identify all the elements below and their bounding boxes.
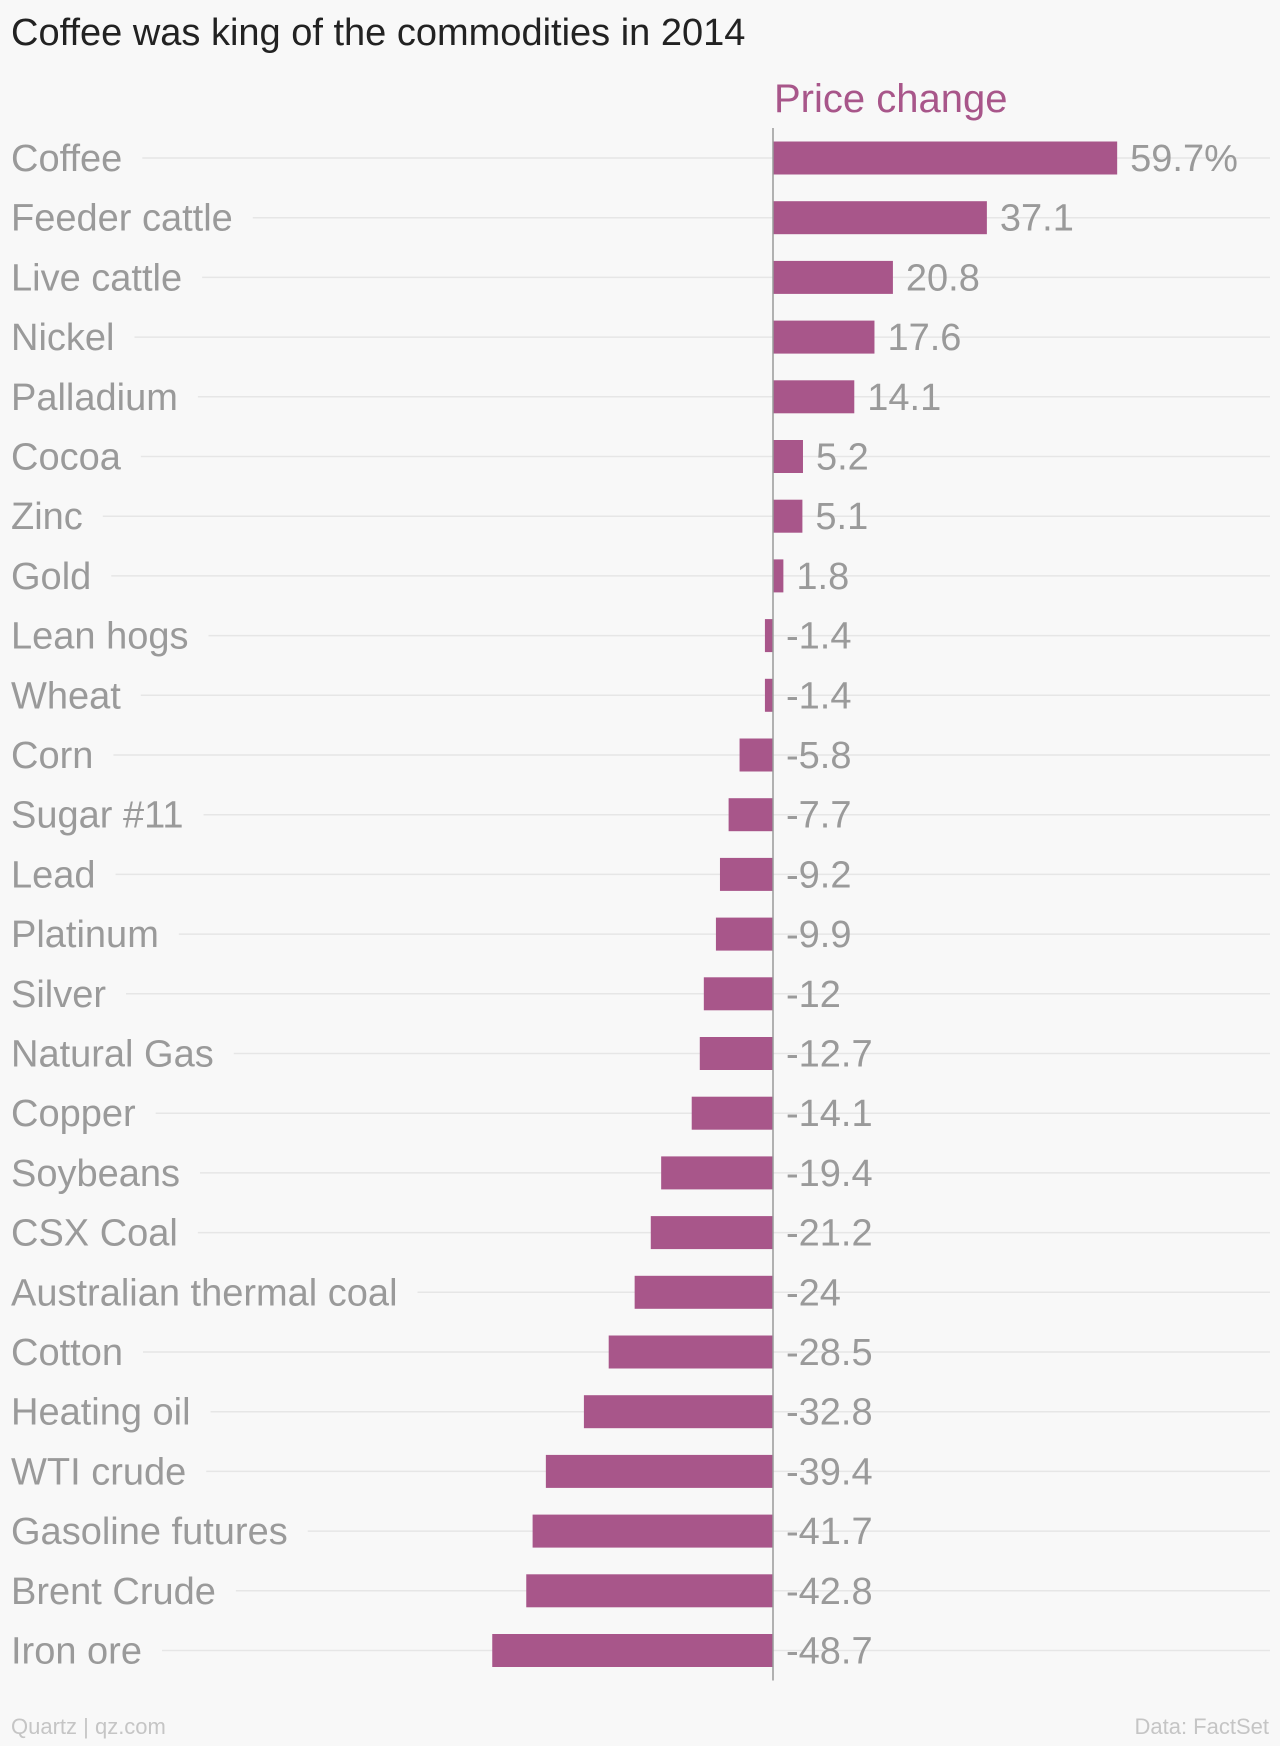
bar xyxy=(773,440,803,473)
value-label: 14.1 xyxy=(867,377,941,419)
category-label: Copper xyxy=(11,1093,136,1135)
value-label: -12.7 xyxy=(786,1034,873,1076)
category-label: Lean hogs xyxy=(11,616,189,658)
bar xyxy=(608,1335,773,1369)
category-label: Zinc xyxy=(11,496,83,538)
bar xyxy=(773,559,784,593)
category-label: Live cattle xyxy=(11,257,182,299)
bar xyxy=(773,260,893,294)
bar xyxy=(719,857,773,891)
category-label: Heating oil xyxy=(11,1392,191,1434)
value-label: -9.9 xyxy=(786,914,851,956)
bar xyxy=(764,678,773,712)
value-label: 17.6 xyxy=(887,317,961,359)
bar xyxy=(545,1454,773,1488)
value-label: -24 xyxy=(786,1272,841,1314)
category-label: Corn xyxy=(11,735,93,777)
category-label: Sugar #11 xyxy=(11,795,184,837)
category-label: Australian thermal coal xyxy=(11,1272,398,1314)
value-label: 1.8 xyxy=(796,556,849,598)
value-label: 37.1 xyxy=(1000,198,1074,240)
footer-source-credit: Quartz | qz.com xyxy=(11,1714,166,1739)
value-label: -12 xyxy=(786,974,841,1016)
value-label: -5.8 xyxy=(786,735,851,777)
labels: Price change Coffee 59.7% Feeder cattle 37.1… xyxy=(11,77,1238,1673)
category-label: Brent Crude xyxy=(11,1571,216,1613)
bar xyxy=(739,738,773,772)
bar xyxy=(661,1156,773,1190)
value-label: -9.2 xyxy=(786,854,851,896)
value-label: -1.4 xyxy=(786,616,851,658)
category-label: Silver xyxy=(11,974,106,1016)
bar xyxy=(728,798,773,832)
value-label: -42.8 xyxy=(786,1571,873,1613)
bar xyxy=(634,1275,773,1309)
bar xyxy=(773,141,1118,175)
bar xyxy=(526,1574,773,1608)
bar xyxy=(773,201,987,235)
bar xyxy=(492,1634,773,1667)
category-label: Soybeans xyxy=(11,1153,180,1195)
value-label: -19.4 xyxy=(786,1153,873,1195)
bar xyxy=(699,1037,773,1070)
value-label: -39.4 xyxy=(786,1451,873,1493)
chart-title: Coffee was king of the commodities in 20… xyxy=(11,12,746,54)
category-label: Nickel xyxy=(11,317,114,359)
value-label: -28.5 xyxy=(786,1332,873,1374)
category-label: Lead xyxy=(11,854,96,896)
category-label: Iron ore xyxy=(11,1631,142,1673)
category-label: WTI crude xyxy=(11,1451,186,1493)
value-label: -1.4 xyxy=(786,675,851,717)
category-label: Coffee xyxy=(11,138,122,180)
bar xyxy=(773,380,855,414)
value-label: 59.7% xyxy=(1130,138,1238,180)
series-label: Price change xyxy=(774,77,1007,121)
category-label: Natural Gas xyxy=(11,1034,214,1076)
bar xyxy=(764,619,773,653)
bar xyxy=(532,1514,773,1548)
footer-data-credit: Data: FactSet xyxy=(1134,1714,1269,1739)
value-label: -14.1 xyxy=(786,1093,873,1135)
category-label: Wheat xyxy=(11,675,121,717)
bar xyxy=(583,1395,773,1429)
category-label: Gasoline futures xyxy=(11,1511,288,1553)
bar xyxy=(650,1216,773,1250)
category-label: Feeder cattle xyxy=(11,198,233,240)
bar xyxy=(715,917,773,951)
category-label: CSX Coal xyxy=(11,1213,178,1255)
value-label: -7.7 xyxy=(786,795,851,837)
value-label: -41.7 xyxy=(786,1511,873,1553)
bar xyxy=(703,977,773,1011)
category-label: Gold xyxy=(11,556,91,598)
bar xyxy=(773,320,875,354)
category-label: Cocoa xyxy=(11,437,122,479)
value-label: -48.7 xyxy=(786,1631,873,1673)
category-label: Palladium xyxy=(11,377,178,419)
bar xyxy=(773,499,803,533)
bar xyxy=(691,1096,773,1130)
category-label: Platinum xyxy=(11,914,159,956)
value-label: 5.2 xyxy=(816,437,869,479)
value-label: 20.8 xyxy=(906,257,980,299)
category-label: Cotton xyxy=(11,1332,123,1374)
bars xyxy=(492,141,1118,1667)
value-label: -21.2 xyxy=(786,1213,873,1255)
value-label: -32.8 xyxy=(786,1392,873,1434)
value-label: 5.1 xyxy=(815,496,868,538)
